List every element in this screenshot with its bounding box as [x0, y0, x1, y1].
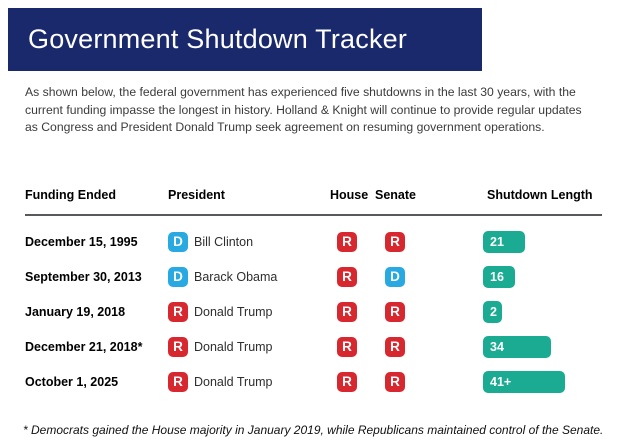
col-header-funding-ended: Funding Ended: [25, 188, 116, 202]
shutdown-length-bar: 16: [483, 266, 515, 288]
col-header-house: House: [330, 188, 369, 202]
house-party-badge: R: [337, 232, 357, 252]
house-party-badge: R: [337, 372, 357, 392]
col-header-president: President: [168, 188, 225, 202]
funding-ended-date: September 30, 2013: [25, 270, 142, 284]
shutdown-length-bar: 21: [483, 231, 525, 253]
col-header-senate: Senate: [375, 188, 416, 202]
funding-ended-date: December 15, 1995: [25, 235, 138, 249]
house-party-badge: R: [337, 267, 357, 287]
president-party-badge: D: [168, 267, 188, 287]
shutdown-length-bar: 2: [483, 301, 502, 323]
senate-party-badge: R: [385, 372, 405, 392]
senate-party-badge: R: [385, 232, 405, 252]
house-party-badge: R: [337, 337, 357, 357]
table-row: September 30, 2013 D Barack Obama R D 16: [0, 266, 621, 288]
senate-party-badge: R: [385, 302, 405, 322]
footnote: * Democrats gained the House majority in…: [23, 423, 604, 437]
shutdown-length-bar: 34: [483, 336, 551, 358]
title-banner: Government Shutdown Tracker: [8, 8, 482, 71]
table-row: January 19, 2018 R Donald Trump R R 2: [0, 301, 621, 323]
senate-party-badge: D: [385, 267, 405, 287]
header-divider: [25, 214, 602, 216]
house-party-badge: R: [337, 302, 357, 322]
funding-ended-date: December 21, 2018*: [25, 340, 143, 354]
col-header-shutdown-length: Shutdown Length: [487, 188, 593, 202]
president-name: Donald Trump: [194, 340, 273, 354]
senate-party-badge: R: [385, 337, 405, 357]
intro-paragraph: As shown below, the federal government h…: [25, 85, 582, 135]
president-name: Donald Trump: [194, 305, 273, 319]
president-party-badge: R: [168, 337, 188, 357]
page-title: Government Shutdown Tracker: [28, 24, 408, 54]
table-row: December 15, 1995 D Bill Clinton R R 21: [0, 231, 621, 253]
president-party-badge: R: [168, 372, 188, 392]
table-row: October 1, 2025 R Donald Trump R R 41+: [0, 371, 621, 393]
president-name: Donald Trump: [194, 375, 273, 389]
president-party-badge: R: [168, 302, 188, 322]
funding-ended-date: October 1, 2025: [25, 375, 119, 389]
president-party-badge: D: [168, 232, 188, 252]
funding-ended-date: January 19, 2018: [25, 305, 126, 319]
president-name: Barack Obama: [194, 270, 278, 284]
shutdown-length-bar: 41+: [483, 371, 565, 393]
table-row: December 21, 2018* R Donald Trump R R 34: [0, 336, 621, 358]
president-name: Bill Clinton: [194, 235, 254, 249]
